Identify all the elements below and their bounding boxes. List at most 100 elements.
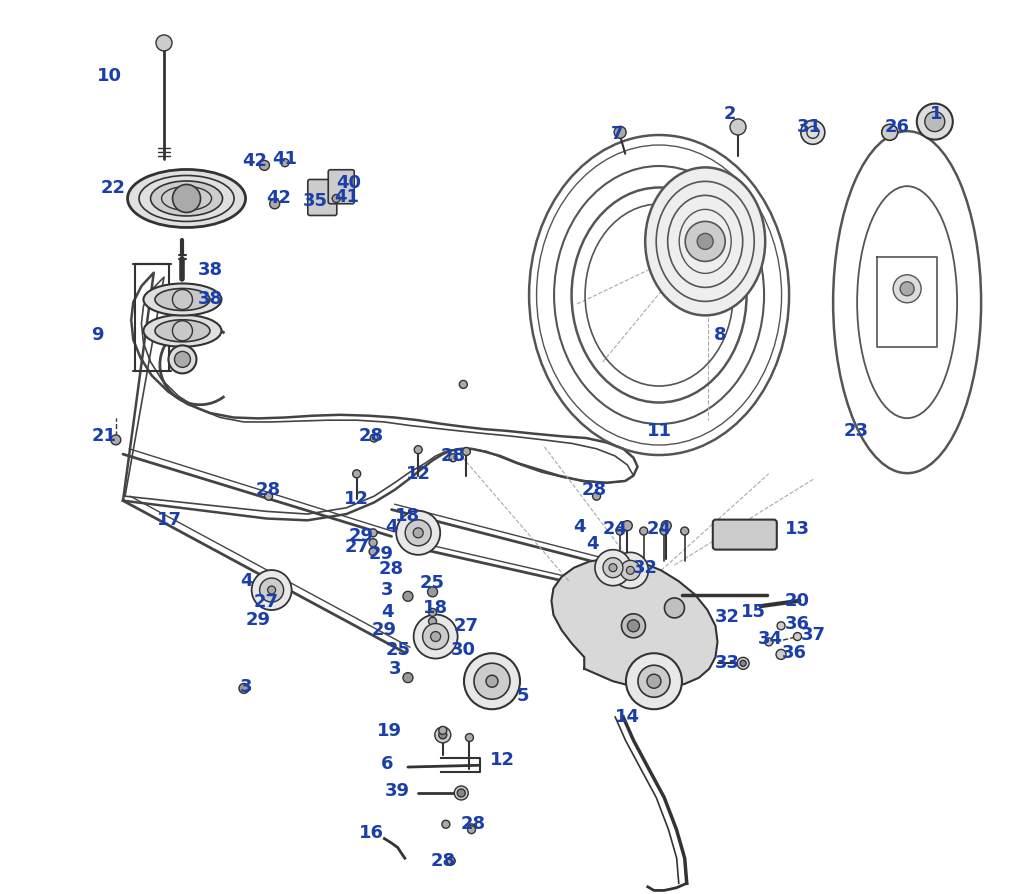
Text: 18: 18 (396, 507, 420, 525)
Circle shape (428, 627, 437, 634)
Circle shape (486, 675, 498, 687)
Circle shape (620, 561, 641, 580)
Circle shape (467, 826, 476, 833)
Circle shape (168, 345, 197, 374)
Text: 42: 42 (242, 152, 266, 170)
Circle shape (270, 198, 280, 209)
Text: 24: 24 (603, 520, 627, 538)
Circle shape (603, 558, 623, 578)
Circle shape (661, 520, 671, 531)
Text: 12: 12 (344, 490, 369, 508)
Circle shape (626, 567, 634, 574)
Circle shape (174, 351, 191, 367)
Text: 4: 4 (573, 519, 585, 536)
Text: 27: 27 (254, 593, 279, 611)
Text: 10: 10 (97, 67, 122, 85)
Circle shape (893, 274, 921, 303)
Text: 28: 28 (359, 427, 383, 445)
Text: 17: 17 (157, 511, 181, 529)
Text: 4: 4 (240, 572, 252, 590)
Circle shape (428, 609, 437, 616)
Circle shape (428, 618, 437, 625)
Text: 22: 22 (100, 179, 125, 197)
Circle shape (259, 160, 270, 171)
Circle shape (449, 454, 457, 461)
Text: 4: 4 (385, 519, 398, 536)
Text: 38: 38 (198, 291, 222, 308)
Circle shape (439, 731, 447, 738)
Text: 39: 39 (385, 782, 410, 800)
Circle shape (251, 570, 292, 610)
Text: 19: 19 (377, 722, 402, 740)
Circle shape (614, 126, 626, 139)
Text: 9: 9 (91, 326, 104, 344)
Text: 8: 8 (714, 326, 727, 344)
Text: 33: 33 (715, 654, 740, 672)
Circle shape (264, 493, 273, 500)
Text: 35: 35 (303, 192, 328, 210)
Text: 29: 29 (246, 611, 271, 628)
Text: 29: 29 (369, 545, 394, 563)
Text: 2: 2 (724, 105, 736, 123)
Ellipse shape (144, 283, 221, 316)
Text: 27: 27 (454, 617, 479, 635)
Circle shape (259, 578, 284, 602)
FancyBboxPatch shape (712, 519, 777, 550)
Text: 5: 5 (517, 687, 529, 704)
Text: 29: 29 (372, 621, 397, 639)
Text: 36: 36 (785, 615, 810, 633)
Circle shape (660, 527, 668, 535)
Text: 7: 7 (611, 125, 623, 143)
Text: 1: 1 (930, 105, 942, 123)
Circle shape (447, 857, 455, 864)
Ellipse shape (151, 181, 222, 216)
Text: 18: 18 (423, 599, 448, 617)
Circle shape (464, 654, 520, 709)
Text: 28: 28 (256, 481, 281, 499)
Text: 40: 40 (336, 174, 361, 192)
Circle shape (439, 727, 447, 734)
Text: 28: 28 (441, 447, 465, 465)
Circle shape (594, 550, 631, 586)
Circle shape (172, 184, 201, 213)
Circle shape (403, 591, 413, 602)
Circle shape (414, 614, 457, 659)
Text: 20: 20 (785, 592, 810, 610)
Circle shape (900, 282, 914, 296)
Circle shape (465, 734, 474, 741)
Text: 3: 3 (240, 678, 252, 696)
Text: 16: 16 (359, 824, 383, 842)
Circle shape (405, 519, 432, 546)
Circle shape (467, 824, 476, 831)
Text: 38: 38 (198, 261, 222, 279)
Circle shape (111, 434, 121, 445)
Text: 27: 27 (344, 538, 369, 556)
Circle shape (627, 620, 640, 632)
Text: 30: 30 (451, 641, 476, 659)
Circle shape (609, 564, 617, 571)
Circle shape (454, 786, 468, 800)
Circle shape (647, 674, 661, 688)
Text: 6: 6 (381, 755, 394, 773)
Circle shape (664, 598, 685, 618)
Circle shape (612, 552, 649, 588)
Circle shape (413, 527, 423, 538)
Circle shape (397, 510, 440, 555)
Circle shape (793, 633, 802, 640)
FancyBboxPatch shape (308, 180, 337, 215)
Text: 3: 3 (381, 581, 394, 599)
Circle shape (916, 104, 953, 139)
Text: 28: 28 (430, 852, 455, 870)
Text: 37: 37 (801, 626, 825, 644)
Circle shape (156, 35, 172, 51)
Circle shape (427, 586, 438, 597)
Text: 41: 41 (273, 150, 297, 168)
Circle shape (681, 527, 689, 535)
Text: 32: 32 (633, 559, 658, 577)
Circle shape (430, 631, 441, 642)
Text: 31: 31 (797, 118, 822, 136)
Circle shape (730, 119, 746, 135)
Ellipse shape (127, 170, 246, 227)
Ellipse shape (155, 289, 210, 310)
Circle shape (474, 663, 510, 699)
